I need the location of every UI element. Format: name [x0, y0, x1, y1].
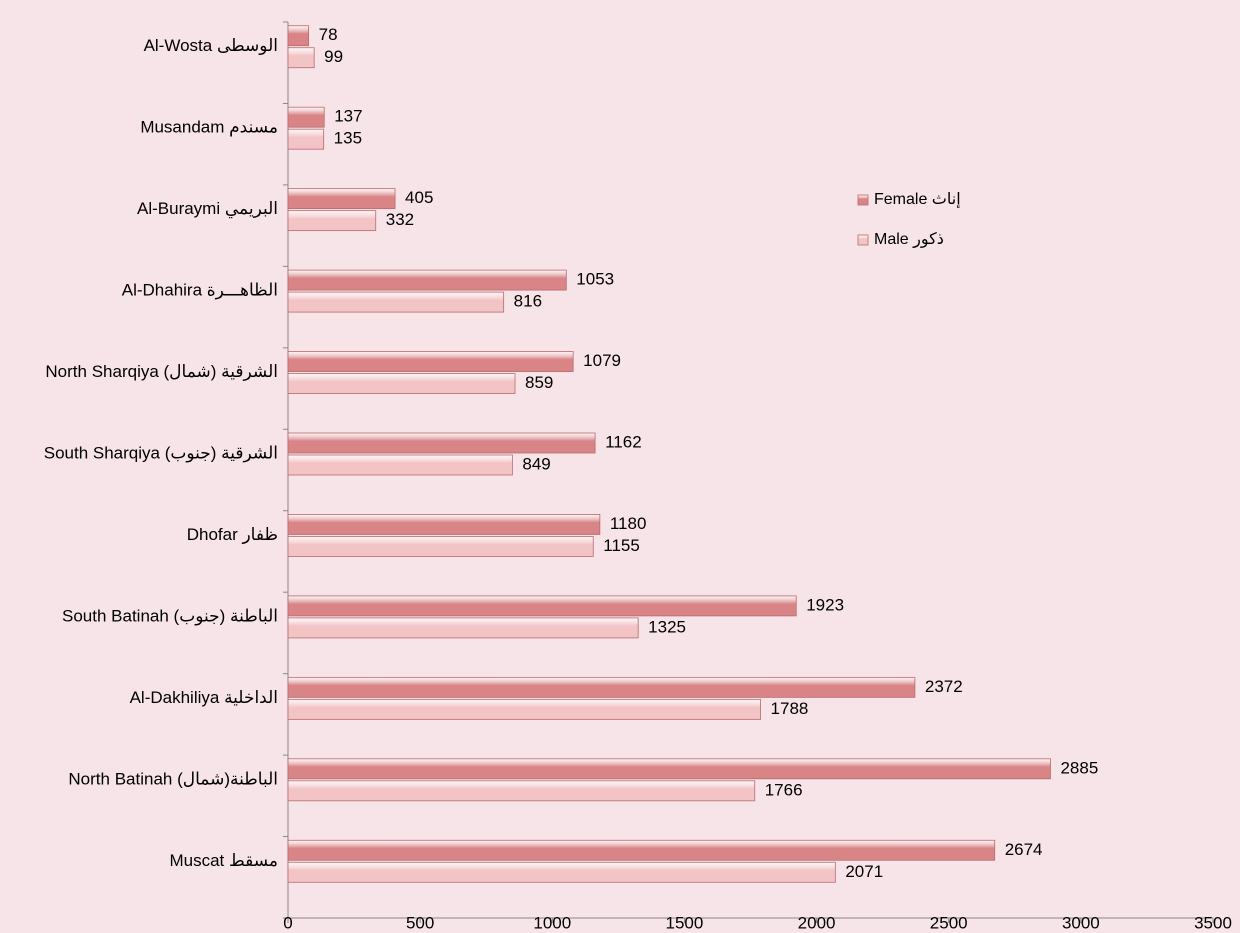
legend-label: إناث Female: [874, 191, 961, 208]
bar: [287, 373, 516, 394]
data-label: 2071: [845, 862, 883, 881]
category-label: الداخلية Al-Dakhiliya: [130, 688, 278, 707]
category-label: الباطنة (جنوب) South Batinah: [62, 606, 278, 625]
bar: [287, 839, 996, 861]
bar: [287, 47, 315, 69]
bar: [287, 514, 601, 535]
category-label: الشرقية (جنوب) South Sharqiya: [44, 443, 278, 462]
data-label: 859: [525, 373, 553, 392]
data-label: 405: [405, 188, 433, 207]
category-label: مسندم Musandam: [140, 118, 278, 137]
category-label: مسقط Muscat: [169, 851, 278, 870]
x-tick-label: 1000: [533, 913, 571, 932]
x-tick-label: 3000: [1062, 913, 1100, 932]
data-label: 1180: [610, 514, 647, 533]
legend-swatch: [857, 234, 869, 246]
data-label: 99: [324, 47, 343, 66]
category-label: الظاهـــرة Al-Dhahira: [122, 281, 278, 300]
data-label: 1155: [603, 536, 640, 555]
x-tick-label: 2000: [798, 913, 836, 932]
data-label: 816: [514, 292, 542, 311]
legend-swatch: [857, 194, 869, 206]
x-tick-label: 0: [283, 913, 292, 932]
x-tick-label: 500: [406, 913, 434, 932]
bar: [287, 269, 567, 291]
data-label: 78: [319, 25, 338, 44]
data-label: 2885: [1060, 758, 1098, 777]
data-label: 137: [334, 107, 362, 126]
data-label: 2372: [925, 677, 963, 696]
bar: [287, 758, 1051, 780]
data-label: 135: [334, 129, 362, 148]
x-tick-label: 2500: [930, 913, 968, 932]
category-label: الباطنة(شمال) North Batinah: [68, 769, 278, 788]
category-label: ظفار Dhofar: [187, 525, 278, 544]
data-label: 1162: [605, 432, 642, 451]
bar: [287, 106, 325, 128]
category-label: الوسطى Al-Wosta: [144, 36, 278, 55]
bar: [287, 698, 761, 720]
bar: [287, 861, 836, 883]
data-label: 1079: [583, 351, 621, 370]
legend-label: ذكور Male: [874, 231, 944, 249]
data-label: 849: [522, 454, 550, 473]
bar: [287, 25, 310, 47]
bar: [287, 676, 916, 698]
bar: [287, 128, 325, 150]
bar: [287, 536, 594, 557]
bar: [287, 595, 797, 617]
bar: [287, 454, 513, 476]
category-label: البريمي Al-Buraymi: [137, 199, 278, 219]
bar: [287, 351, 574, 372]
data-label: 1053: [576, 270, 614, 289]
x-tick-label: 3500: [1194, 913, 1232, 932]
bar: [287, 291, 505, 313]
category-label: الشرقية (شمال) North Sharqiya: [45, 362, 278, 381]
data-label: 1923: [806, 595, 844, 614]
x-tick-label: 1500: [666, 913, 704, 932]
data-label: 1788: [771, 699, 809, 718]
bar: [287, 188, 396, 210]
bar: [287, 617, 639, 639]
bar: [287, 780, 756, 802]
bar: [287, 210, 377, 232]
data-label: 1325: [648, 617, 686, 636]
bar: [287, 432, 596, 454]
data-label: 1766: [765, 780, 803, 799]
data-label: 2674: [1005, 840, 1043, 859]
data-label: 332: [386, 210, 414, 229]
